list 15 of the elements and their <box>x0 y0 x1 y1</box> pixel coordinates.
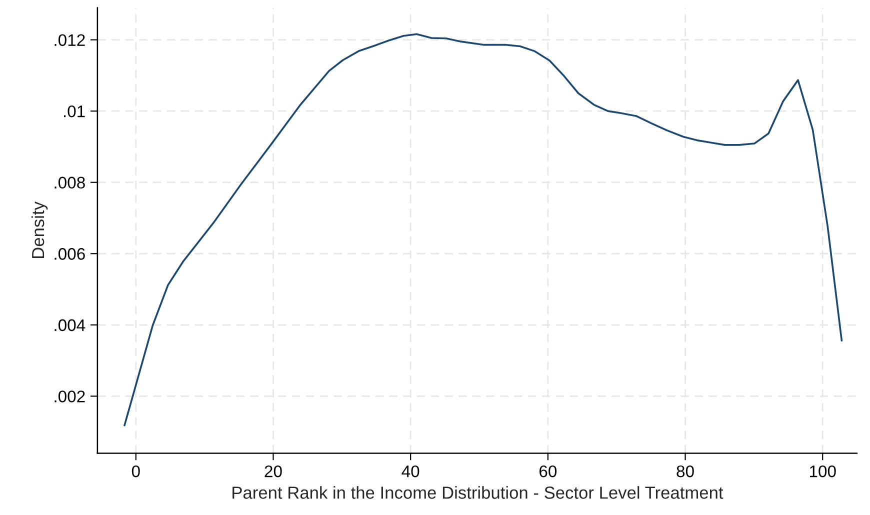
x-tick-label: 20 <box>264 465 282 478</box>
x-tick-label: 60 <box>540 465 557 478</box>
x-tick-label: 100 <box>810 465 836 478</box>
y-axis-title: Density <box>31 202 48 258</box>
line-series <box>124 33 843 426</box>
y-tick-label: .008 <box>54 176 85 189</box>
y-tick-label: .01 <box>64 105 85 118</box>
y-tick-label: .002 <box>54 390 85 402</box>
y-tick-label: .004 <box>54 319 86 332</box>
x-tick-label: 0 <box>132 465 140 478</box>
y-tick-label: .006 <box>54 248 85 260</box>
x-tick-label: 80 <box>676 465 694 478</box>
x-tick-label: 40 <box>402 465 420 478</box>
y-tick-label: .012 <box>54 34 85 46</box>
x-axis-title: Parent Rank in the Income Distribution - Sector Level Treatment <box>232 486 724 499</box>
